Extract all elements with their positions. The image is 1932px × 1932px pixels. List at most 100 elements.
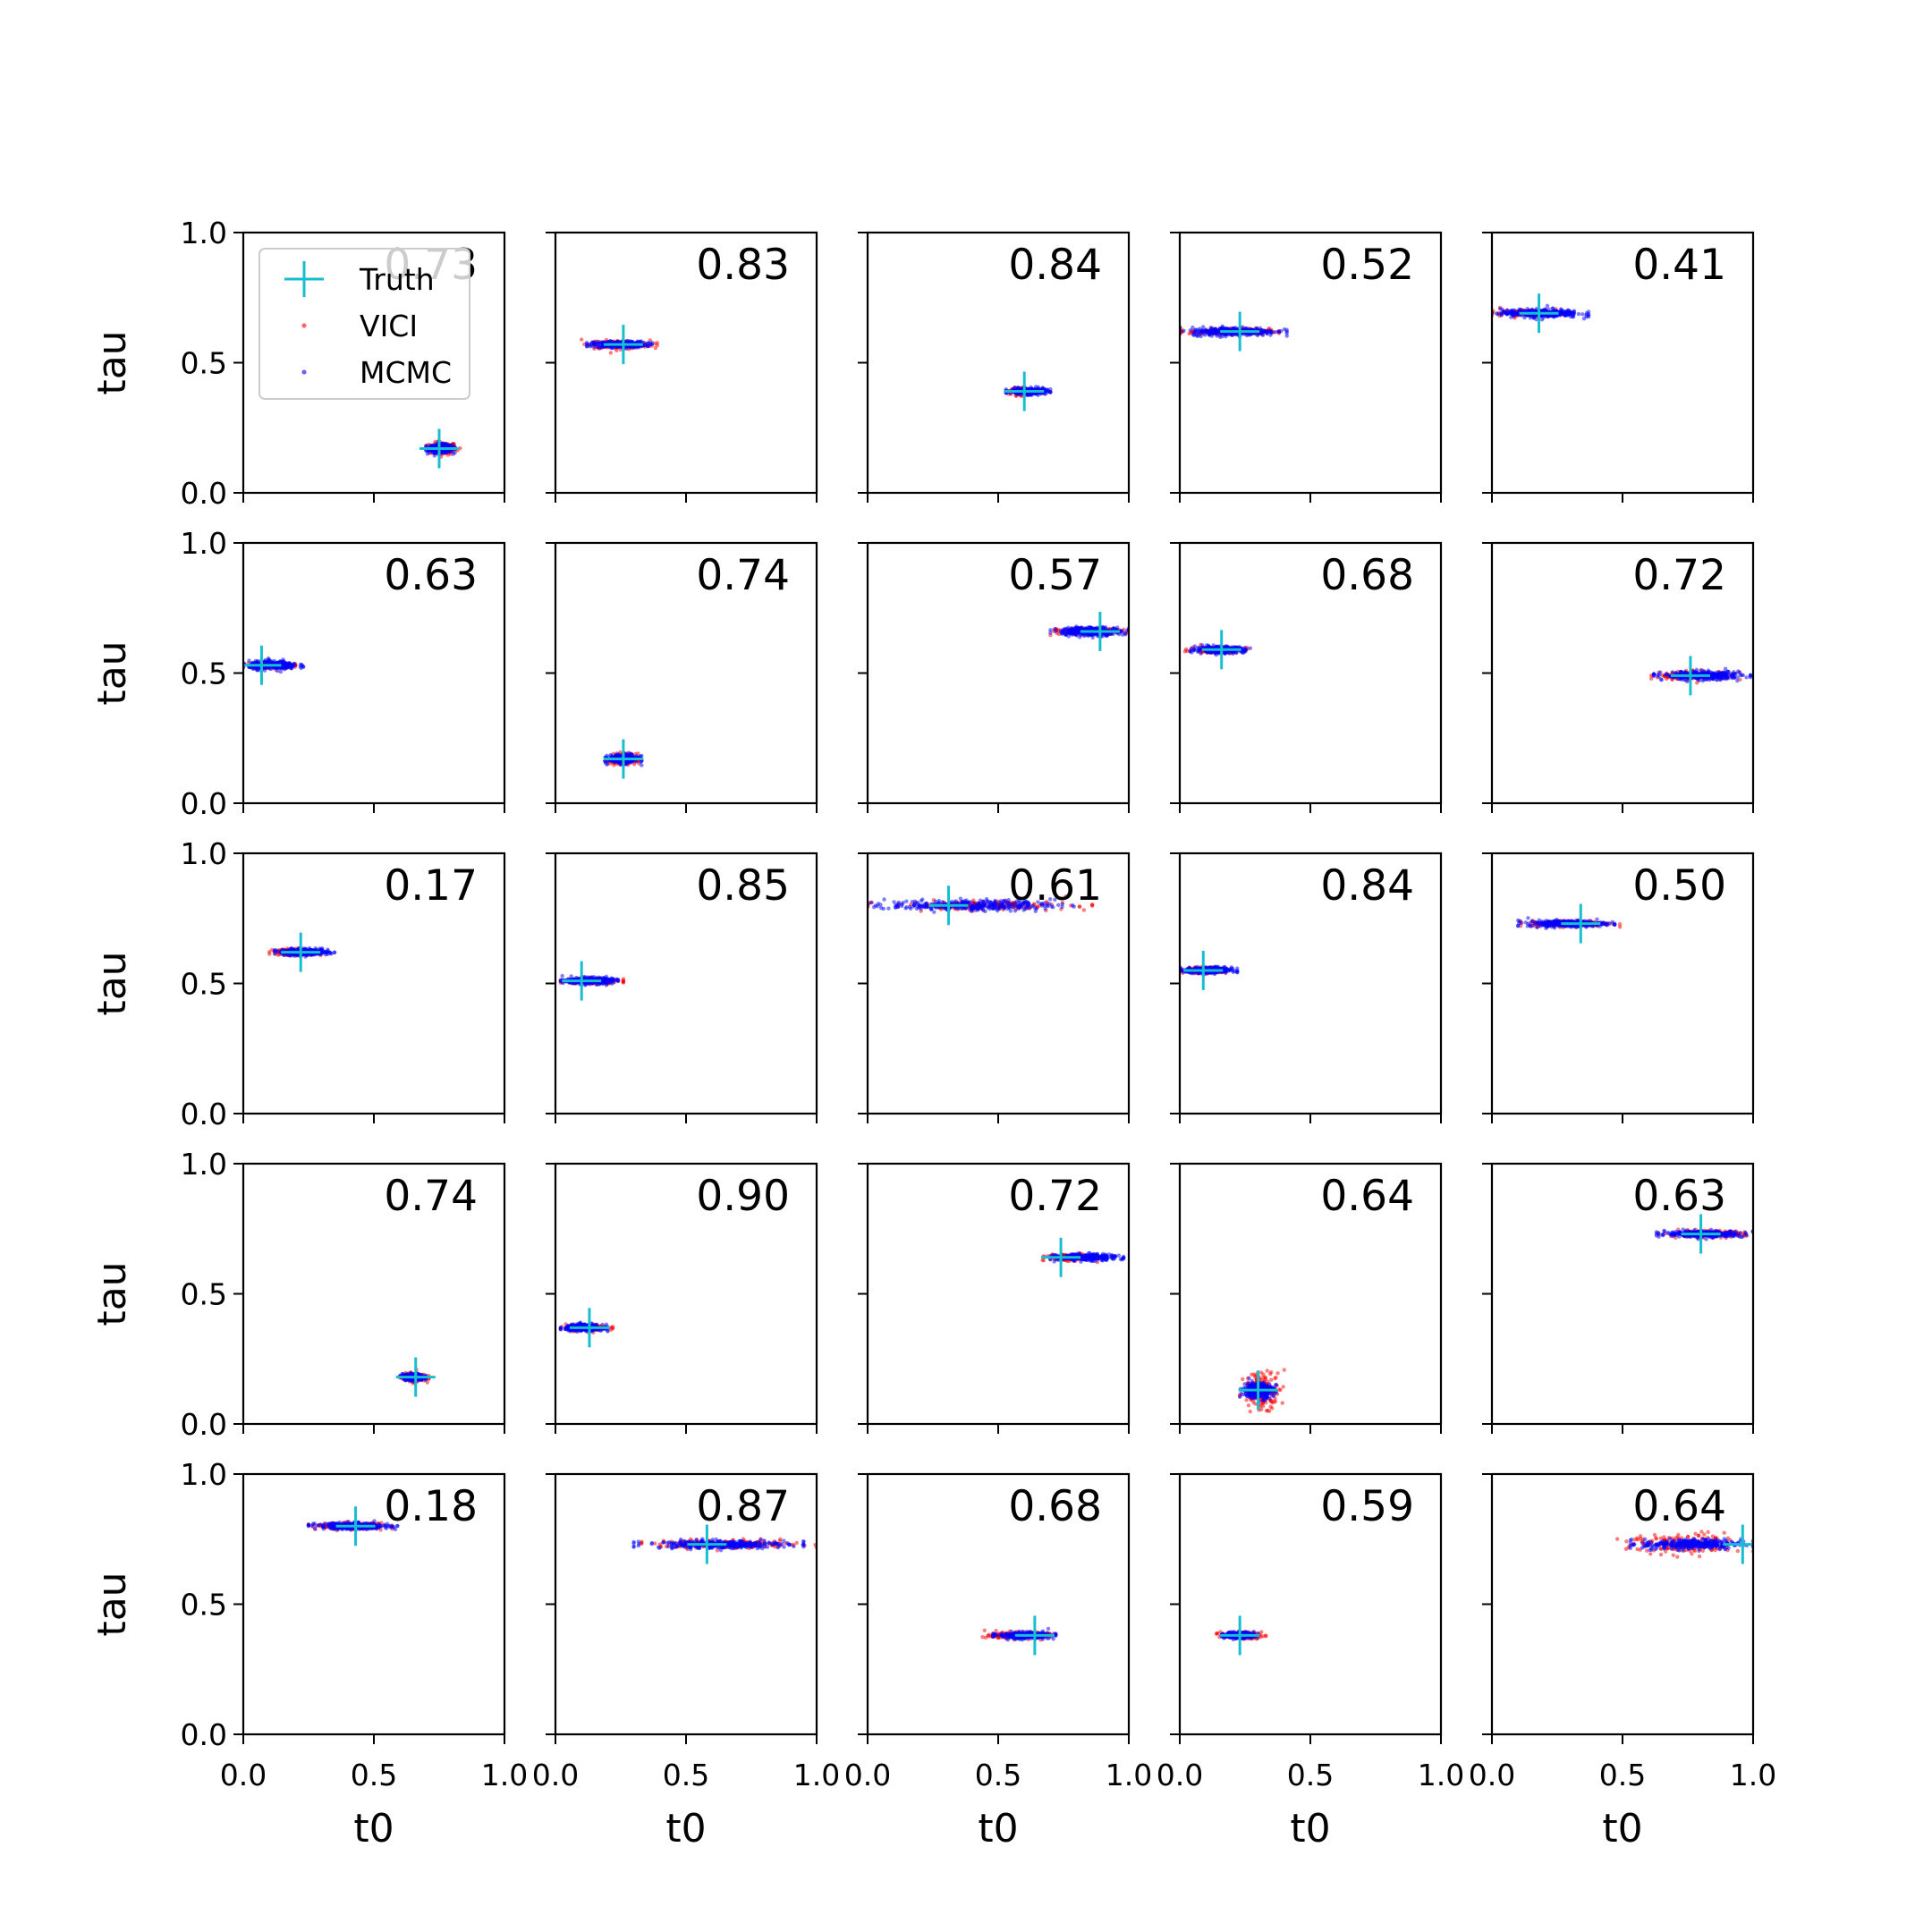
- mcmc-point: [1090, 635, 1095, 640]
- panel: 0.52: [1170, 231, 1443, 503]
- truth-marker: [1201, 630, 1241, 670]
- mcmc-point: [1248, 646, 1253, 650]
- mcmc-point: [1676, 676, 1681, 682]
- mcmc-point: [444, 450, 449, 454]
- vici-point: [608, 351, 614, 355]
- mcmc-point: [1188, 649, 1192, 654]
- mcmc-point: [1717, 672, 1723, 676]
- vici-point: [614, 348, 619, 352]
- mcmc-point: [1061, 628, 1065, 632]
- mcmc-point: [649, 340, 655, 345]
- mcmc-point: [1670, 670, 1675, 674]
- mcmc-point: [609, 345, 614, 351]
- mcmc-point: [1571, 314, 1575, 319]
- mcmc-point: [1188, 328, 1192, 333]
- truth-marker: [1080, 611, 1120, 651]
- mcmc-point: [1208, 326, 1213, 330]
- mcmc-point: [1200, 325, 1206, 329]
- mcmc-point: [1192, 648, 1197, 652]
- truth-marker: [419, 428, 459, 469]
- y-axis-label: tau: [89, 640, 135, 705]
- mcmc-point: [1580, 312, 1585, 317]
- plot-area: [1048, 611, 1129, 651]
- mcmc-point: [1198, 646, 1202, 650]
- mcmc-point: [445, 444, 451, 448]
- y-tick-label: 1.0: [181, 526, 227, 561]
- mcmc-point: [646, 341, 651, 345]
- mcmc-point: [1723, 666, 1728, 671]
- mcmc-point: [1568, 310, 1573, 315]
- mcmc-point: [1104, 633, 1109, 639]
- panel: 0.72: [1482, 541, 1755, 813]
- mcmc-point: [605, 753, 609, 758]
- mcmc-point: [1042, 392, 1047, 396]
- mcmc-point: [1505, 312, 1510, 317]
- vici-point: [653, 345, 658, 351]
- y-tick-label: 1.0: [181, 216, 227, 250]
- plot-area: [1004, 371, 1053, 411]
- truth-marker: [1519, 293, 1559, 334]
- mcmc-point: [588, 344, 593, 349]
- mcmc-point: [1512, 308, 1516, 312]
- mcmc-point: [605, 762, 609, 767]
- mcmc-point: [1726, 669, 1731, 674]
- plot-area: [580, 325, 660, 365]
- mcmc-point: [247, 658, 251, 663]
- mcmc-point: [637, 340, 642, 344]
- mcmc-point: [1561, 311, 1565, 316]
- overlap-value: 0.83: [696, 241, 790, 290]
- mcmc-point: [1744, 675, 1749, 680]
- mcmc-point: [433, 448, 437, 453]
- mcmc-point: [1513, 311, 1519, 317]
- mcmc-point: [1655, 673, 1660, 677]
- mcmc-point: [1735, 678, 1740, 683]
- mcmc-point: [278, 669, 284, 674]
- mcmc-point: [1509, 311, 1513, 316]
- mcmc-point: [1273, 330, 1278, 335]
- overlap-value: 0.74: [696, 551, 790, 600]
- mcmc-point: [1551, 306, 1555, 311]
- y-tick-label: 0.5: [181, 346, 227, 381]
- plot-area: [1492, 293, 1591, 334]
- plot-area: [1648, 656, 1753, 696]
- mcmc-point: [1496, 312, 1500, 317]
- mcmc-point: [1220, 324, 1224, 328]
- mcmc-point: [1182, 328, 1186, 333]
- mcmc-point: [1697, 678, 1702, 682]
- vici-point: [631, 762, 637, 767]
- mcmc-point: [451, 452, 456, 456]
- mcmc-point: [1531, 315, 1537, 320]
- mcmc-point: [1258, 326, 1263, 331]
- mcmc-point: [1528, 316, 1533, 320]
- mcmc-point: [1074, 624, 1079, 629]
- mcmc-point: [298, 662, 303, 667]
- mcmc-point: [618, 762, 623, 767]
- mcmc-point: [1667, 674, 1672, 679]
- panel: 0.68: [1170, 541, 1443, 813]
- mcmc-point: [1658, 677, 1664, 682]
- mcmc-point: [1207, 331, 1211, 335]
- mcmc-point: [1276, 329, 1281, 334]
- mcmc-point: [1674, 671, 1678, 675]
- mcmc-point: [1212, 328, 1216, 333]
- mcmc-point: [1552, 314, 1556, 318]
- mcmc-point: [597, 345, 602, 350]
- panel: 0.84: [858, 231, 1131, 503]
- mcmc-point: [1545, 303, 1550, 309]
- mcmc-point: [640, 763, 644, 767]
- plot-area: [243, 645, 306, 685]
- mcmc-point: [1539, 318, 1545, 322]
- mcmc-point: [1240, 649, 1244, 655]
- truth-marker: [243, 645, 282, 685]
- truth-marker: [603, 325, 643, 365]
- mcmc-point: [1199, 334, 1203, 339]
- overlap-value: 0.63: [384, 551, 478, 600]
- mcmc-point: [1120, 629, 1124, 634]
- mcmc-point: [585, 344, 589, 349]
- mcmc-point: [584, 341, 589, 345]
- y-tick-label: 0.0: [181, 786, 227, 821]
- vici-point: [1185, 648, 1190, 653]
- mcmc-point: [603, 759, 607, 764]
